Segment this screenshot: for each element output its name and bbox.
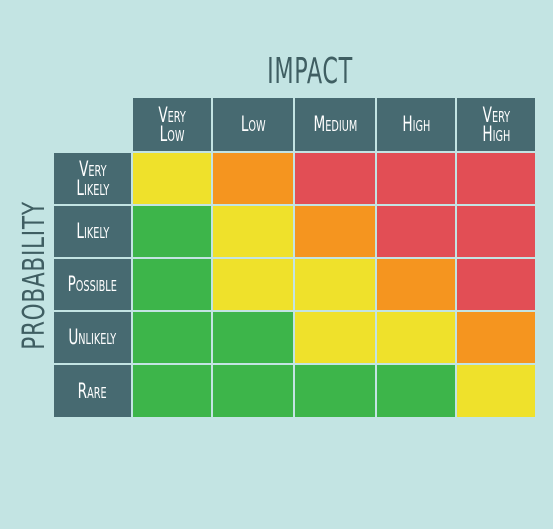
row-header-very-likely-label: Very Likely (76, 156, 109, 200)
risk-cell-red (377, 153, 455, 204)
row-header-unlikely-label: Unlikely (68, 325, 117, 349)
risk-cell-red (295, 153, 375, 204)
column-header-high: High (377, 98, 455, 151)
row-header-rare: Rare (54, 365, 131, 417)
row-header-possible-label: Possible (67, 272, 118, 296)
risk-cell-orange (457, 312, 535, 363)
risk-cell-green (133, 259, 211, 310)
column-header-very-low-label: Very Low (158, 102, 186, 146)
risk-cell-yellow (295, 259, 375, 310)
risk-cell-red (457, 153, 535, 204)
column-header-very-low: Very Low (133, 98, 211, 151)
row-header-likely: Likely (54, 206, 131, 257)
column-header-very-high: Very High (457, 98, 535, 151)
column-header-high-label: High (402, 112, 430, 136)
row-header-very-likely: Very Likely (54, 153, 131, 204)
risk-cell-green (133, 206, 211, 257)
risk-cell-yellow (213, 206, 293, 257)
column-header-low: Low (213, 98, 293, 151)
column-header-very-high-label: Very High (482, 102, 510, 146)
risk-cell-orange (377, 259, 455, 310)
risk-cell-green (295, 365, 375, 417)
risk-cell-green (133, 312, 211, 363)
row-header-likely-label: Likely (76, 219, 109, 243)
risk-cell-orange (295, 206, 375, 257)
column-header-medium-label: Medium (313, 112, 357, 136)
risk-cell-yellow (377, 312, 455, 363)
risk-cell-yellow (295, 312, 375, 363)
risk-cell-red (457, 259, 535, 310)
probability-axis-title: PROBABILITY (17, 201, 52, 350)
column-header-low-label: Low (240, 112, 266, 136)
row-header-rare-label: Rare (77, 378, 107, 403)
risk-cell-yellow (133, 153, 211, 204)
risk-cell-yellow (457, 365, 535, 417)
risk-cell-red (457, 206, 535, 257)
risk-cell-orange (213, 153, 293, 204)
row-header-possible: Possible (54, 259, 131, 310)
risk-cell-green (133, 365, 211, 417)
impact-axis-title: IMPACT (267, 51, 353, 92)
row-header-unlikely: Unlikely (54, 312, 131, 363)
risk-cell-green (213, 312, 293, 363)
risk-cell-yellow (213, 259, 293, 310)
risk-cell-green (213, 365, 293, 417)
risk-cell-green (377, 365, 455, 417)
risk-cell-red (377, 206, 455, 257)
column-header-medium: Medium (295, 98, 375, 151)
